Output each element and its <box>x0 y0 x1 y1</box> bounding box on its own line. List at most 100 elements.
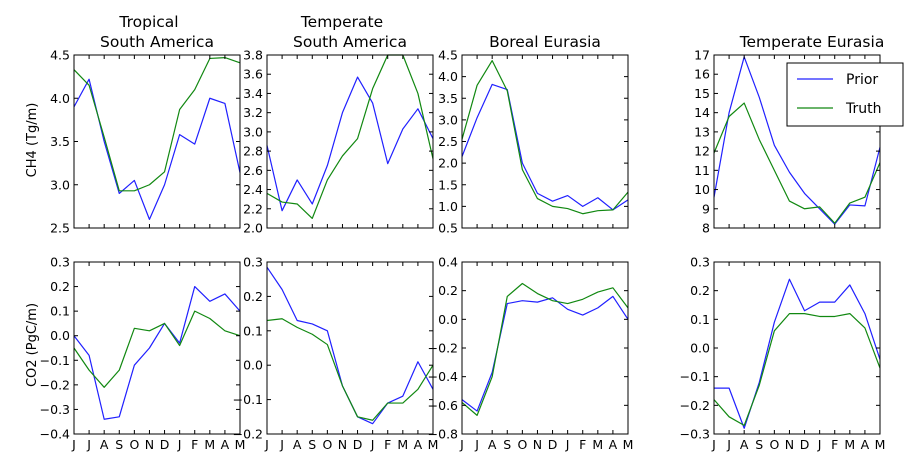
xtick-label-co2-temperate-eurasia: J <box>726 437 731 452</box>
ytick-label-ch4-temperate-sa: 2.8 <box>243 144 263 159</box>
axes-frame-co2-temperate-sa <box>266 261 434 435</box>
xtick-label-co2-boreal-eurasia: J <box>565 437 570 452</box>
series-prior-line-ch4-temperate-eurasia <box>713 56 881 225</box>
series-truth-line-co2-temperate-sa <box>266 318 434 421</box>
row-label-co2: CO2 (PgC/m) <box>25 303 40 387</box>
ytick-label-co2-tropical-sa: 0.1 <box>50 304 70 319</box>
title-line1-ch4-tropical-sa: Tropical <box>118 13 178 31</box>
series-prior-line-ch4-temperate-sa <box>266 76 434 212</box>
ytick-label-co2-temperate-eurasia: −0.2 <box>680 398 710 413</box>
xtick-label-co2-temperate-sa: M <box>428 437 439 452</box>
ytick-label-ch4-tropical-sa: 3.5 <box>50 134 70 149</box>
ytick-label-ch4-temperate-sa: 2.0 <box>243 221 263 236</box>
ytick-label-ch4-temperate-sa: 3.4 <box>243 86 263 101</box>
legend-label-truth: Truth <box>845 101 882 117</box>
xtick-label-co2-tropical-sa: J <box>71 437 76 452</box>
ytick-label-co2-boreal-eurasia: −0.6 <box>428 398 458 413</box>
xtick-label-co2-boreal-eurasia: N <box>533 437 542 452</box>
ytick-label-co2-tropical-sa: 0.3 <box>50 255 70 270</box>
xtick-label-co2-tropical-sa: J <box>86 437 91 452</box>
ytick-label-co2-temperate-eurasia: 0.2 <box>690 283 710 298</box>
xtick-label-co2-boreal-eurasia: A <box>609 437 618 452</box>
xtick-label-co2-boreal-eurasia: M <box>592 437 603 452</box>
xtick-label-co2-temperate-sa: A <box>293 437 302 452</box>
ytick-label-co2-tropical-sa: 0.0 <box>50 328 70 343</box>
xtick-label-co2-tropical-sa: D <box>160 437 170 452</box>
xtick-label-co2-boreal-eurasia: S <box>503 437 511 452</box>
ytick-label-co2-temperate-sa: −0.2 <box>233 427 263 442</box>
ytick-label-co2-tropical-sa: −0.4 <box>40 427 70 442</box>
ytick-label-ch4-tropical-sa: 3.0 <box>50 177 70 192</box>
legend: Prior Truth <box>786 62 904 127</box>
xtick-label-co2-temperate-sa: J <box>264 437 269 452</box>
xtick-label-co2-boreal-eurasia: D <box>548 437 558 452</box>
legend-box <box>786 62 904 127</box>
panel-co2-tropical-sa: −0.4−0.3−0.2−0.10.00.10.20.3J J A S O N D J F M A M <box>40 255 246 453</box>
ytick-label-co2-temperate-sa: 0.3 <box>243 255 263 270</box>
ytick-label-ch4-boreal-eurasia: 1.0 <box>438 199 458 214</box>
ytick-label-co2-boreal-eurasia: 0.4 <box>438 255 458 270</box>
ytick-label-ch4-tropical-sa: 4.5 <box>50 48 70 63</box>
series-truth-line-co2-tropical-sa <box>73 310 241 388</box>
ytick-label-co2-tropical-sa: 0.2 <box>50 279 70 294</box>
xtick-label-co2-tropical-sa: O <box>129 437 139 452</box>
ytick-label-ch4-boreal-eurasia: 3.5 <box>438 91 458 106</box>
ytick-label-ch4-temperate-eurasia: 9 <box>702 201 710 216</box>
xtick-label-co2-temperate-sa: S <box>308 437 316 452</box>
xtick-label-co2-temperate-eurasia: M <box>844 437 855 452</box>
ytick-label-ch4-temperate-sa: 2.2 <box>243 201 263 216</box>
xtick-label-co2-tropical-sa: A <box>221 437 230 452</box>
ytick-label-ch4-temperate-eurasia: 16 <box>694 67 710 82</box>
xtick-label-co2-temperate-sa: A <box>414 437 423 452</box>
xtick-label-co2-tropical-sa: M <box>235 437 246 452</box>
xtick-label-co2-temperate-sa: J <box>279 437 284 452</box>
series-truth-line-ch4-boreal-eurasia <box>461 60 629 215</box>
xtick-label-co2-tropical-sa: N <box>145 437 154 452</box>
axes-frame-co2-tropical-sa <box>73 261 241 435</box>
xtick-label-co2-tropical-sa: J <box>177 437 182 452</box>
xtick-label-co2-temperate-eurasia: D <box>800 437 810 452</box>
xtick-label-co2-temperate-eurasia: N <box>785 437 794 452</box>
xtick-label-co2-boreal-eurasia: M <box>623 437 634 452</box>
xtick-label-co2-temperate-eurasia: S <box>755 437 763 452</box>
xtick-label-co2-temperate-sa: N <box>338 437 347 452</box>
ytick-label-ch4-temperate-eurasia: 10 <box>694 182 710 197</box>
ytick-label-ch4-boreal-eurasia: 2.5 <box>438 134 458 149</box>
ytick-label-co2-temperate-eurasia: 0.3 <box>690 255 710 270</box>
ytick-label-ch4-boreal-eurasia: 4.0 <box>438 69 458 84</box>
panel-ch4-tropical-sa: 2.5 3.0 3.5 4.0 4.5 Tropical South America <box>50 13 241 236</box>
xtick-label-co2-temperate-sa: F <box>384 437 391 452</box>
axes-frame-ch4-temperate-sa <box>266 54 434 229</box>
series-prior-line-ch4-tropical-sa <box>73 78 241 220</box>
ytick-label-co2-boreal-eurasia: −0.8 <box>428 427 458 442</box>
panel-co2-boreal-eurasia: −0.8−0.6−0.4−0.20.00.20.4J J A S O N D J F M A M <box>428 255 634 453</box>
xtick-label-co2-boreal-eurasia: A <box>488 437 497 452</box>
panel-ch4-temperate-eurasia: 8 9 10 11 12 13 14 15 16 17 Temperate Eurasia <box>694 33 884 236</box>
ytick-label-co2-temperate-eurasia: 0.0 <box>690 341 710 356</box>
ytick-label-ch4-temperate-sa: 3.0 <box>243 124 263 139</box>
xtick-label-co2-tropical-sa: S <box>115 437 123 452</box>
xtick-label-co2-temperate-sa: M <box>397 437 408 452</box>
ytick-label-ch4-boreal-eurasia: 3.0 <box>438 112 458 127</box>
ytick-label-ch4-boreal-eurasia: 2.0 <box>438 156 458 171</box>
series-truth-line-ch4-temperate-sa <box>266 54 434 219</box>
series-prior-line-co2-tropical-sa <box>73 285 241 420</box>
ytick-label-ch4-tropical-sa: 2.5 <box>50 221 70 236</box>
ytick-label-ch4-temperate-eurasia: 15 <box>694 86 710 101</box>
xtick-label-co2-temperate-sa: J <box>370 437 375 452</box>
ytick-label-ch4-temperate-sa: 2.4 <box>243 182 263 197</box>
title-line2-ch4-temperate-sa: South America <box>293 33 407 51</box>
ytick-label-co2-temperate-eurasia: −0.1 <box>680 369 710 384</box>
series-truth-line-ch4-tropical-sa <box>73 56 241 192</box>
xtick-label-co2-tropical-sa: M <box>204 437 215 452</box>
ytick-label-ch4-boreal-eurasia: 4.5 <box>438 48 458 63</box>
xtick-label-co2-tropical-sa: A <box>100 437 109 452</box>
panel-ch4-boreal-eurasia: 0.5 1.0 1.5 2.0 2.5 3.0 3.5 4.0 4.5 Boreal Eurasi… <box>438 33 629 236</box>
ytick-label-co2-tropical-sa: −0.3 <box>40 402 70 417</box>
series-prior-line-ch4-boreal-eurasia <box>461 83 629 211</box>
xtick-label-co2-temperate-sa: O <box>322 437 332 452</box>
panel-ch4-temperate-sa: 2.0 2.2 2.4 2.6 2.8 3.0 3.2 3.4 3.6 3.8 Temperate S… <box>243 13 434 236</box>
ytick-label-co2-boreal-eurasia: −0.4 <box>428 369 458 384</box>
ytick-label-co2-temperate-sa: 0.2 <box>243 289 263 304</box>
ytick-label-ch4-temperate-sa: 3.6 <box>243 67 263 82</box>
